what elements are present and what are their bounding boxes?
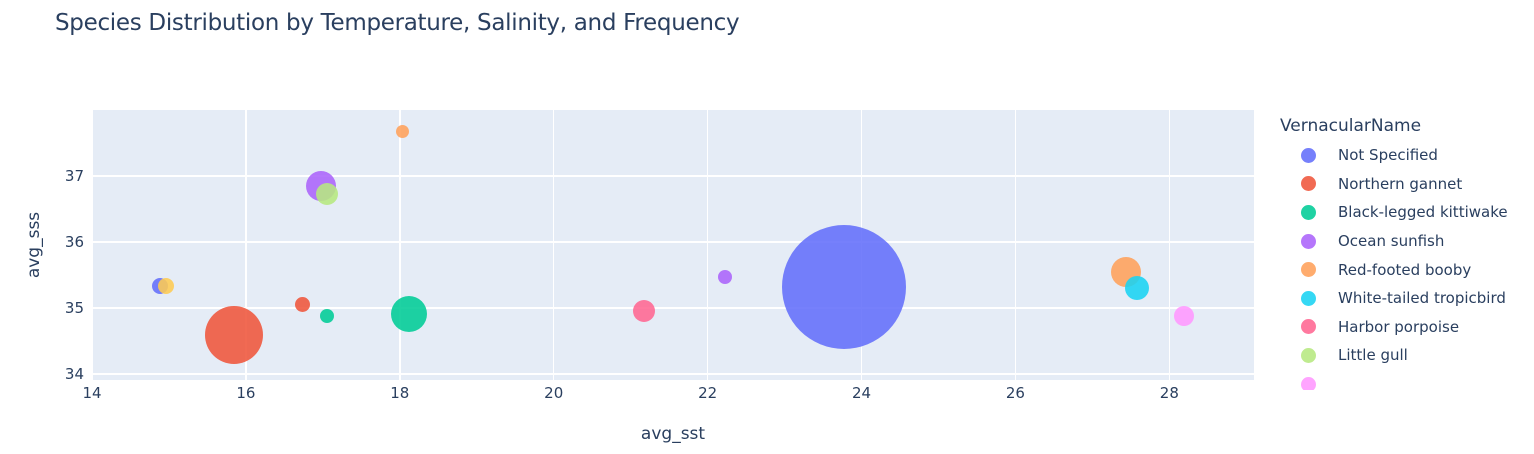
legend-marker-icon	[1301, 204, 1316, 220]
data-bubble[interactable]	[781, 224, 906, 349]
y-tick-label: 37	[64, 167, 84, 185]
y-gridline	[92, 373, 1254, 375]
legend-marker-icon	[1301, 376, 1316, 390]
legend-label: Not Specified	[1338, 146, 1438, 165]
legend-item[interactable]: Red-footed booby	[1280, 255, 1534, 284]
y-axis-title: avg_sss	[24, 211, 44, 279]
x-gridline	[1168, 110, 1171, 380]
legend-marker-icon	[1301, 319, 1316, 335]
data-bubble[interactable]	[391, 295, 428, 332]
y-gridline	[92, 175, 1254, 177]
data-bubble[interactable]	[295, 297, 311, 313]
legend-item[interactable]: White-tailed tropicbird	[1280, 284, 1534, 313]
x-gridline	[1014, 110, 1017, 380]
x-tick-label: 20	[544, 384, 564, 402]
legend-marker-icon	[1301, 176, 1316, 192]
data-bubble[interactable]	[157, 278, 174, 295]
data-bubble[interactable]	[316, 182, 339, 205]
legend-marker-icon	[1301, 347, 1316, 363]
x-tick-label: 18	[390, 384, 410, 402]
x-gridline	[399, 110, 401, 380]
y-tick-label: 35	[64, 299, 84, 318]
data-bubble[interactable]	[320, 308, 335, 323]
legend-title: VernacularName	[1280, 116, 1422, 136]
legend: VernacularName Not Specified Northern gan…	[1280, 116, 1534, 390]
legend-label: White-tailed tropicbird	[1338, 289, 1506, 308]
legend-label: Ocean sunfish	[1338, 232, 1445, 251]
x-gridline	[92, 110, 93, 380]
legend-item[interactable]: Harbor porpoise	[1280, 313, 1534, 342]
x-tick-label: 26	[1005, 384, 1025, 402]
legend-item[interactable]: Black-legged kittiwake	[1280, 198, 1534, 227]
legend-item[interactable]: Ocean sunfish	[1280, 227, 1534, 256]
y-gridline	[92, 307, 1254, 309]
chart-title: Species Distribution by Temperature, Sal…	[55, 10, 740, 36]
legend-marker-icon	[1301, 147, 1316, 163]
x-gridline	[245, 110, 247, 380]
data-bubble[interactable]	[1173, 305, 1194, 326]
legend-item[interactable]: Northern gannet	[1280, 170, 1534, 199]
x-tick-label: 14	[82, 384, 102, 402]
legend-label: Black-legged kittiwake	[1338, 203, 1508, 222]
legend-item[interactable]: Little gull	[1280, 341, 1534, 370]
legend-marker-icon	[1301, 290, 1316, 306]
legend-item[interactable]: Not Specified	[1280, 141, 1534, 170]
data-bubble[interactable]	[204, 306, 263, 365]
y-gridline	[92, 241, 1254, 243]
legend-label: Northern gannet	[1338, 174, 1463, 193]
x-gridline	[552, 110, 555, 380]
legend-label: Harbor porpoise	[1338, 317, 1460, 336]
x-gridline	[706, 110, 709, 380]
x-axis-title: avg_sst	[640, 424, 706, 444]
data-bubble[interactable]	[632, 300, 655, 323]
x-tick-label: 24	[851, 384, 872, 402]
plot-area[interactable]	[92, 110, 1254, 380]
y-tick-label: 36	[64, 233, 84, 252]
data-bubble[interactable]	[396, 125, 410, 139]
x-tick-label: 22	[698, 384, 718, 402]
legend-label: Little gull	[1338, 346, 1408, 365]
legend-label: Red-footed booby	[1338, 260, 1472, 279]
x-tick-label: 16	[236, 384, 256, 402]
legend-marker-icon	[1301, 262, 1316, 278]
legend-marker-icon	[1301, 233, 1316, 249]
x-tick-label: 28	[1159, 384, 1179, 402]
y-tick-label: 34	[64, 365, 84, 384]
data-bubble[interactable]	[1125, 276, 1150, 301]
legend-item[interactable]	[1280, 370, 1534, 390]
data-bubble[interactable]	[717, 270, 732, 285]
